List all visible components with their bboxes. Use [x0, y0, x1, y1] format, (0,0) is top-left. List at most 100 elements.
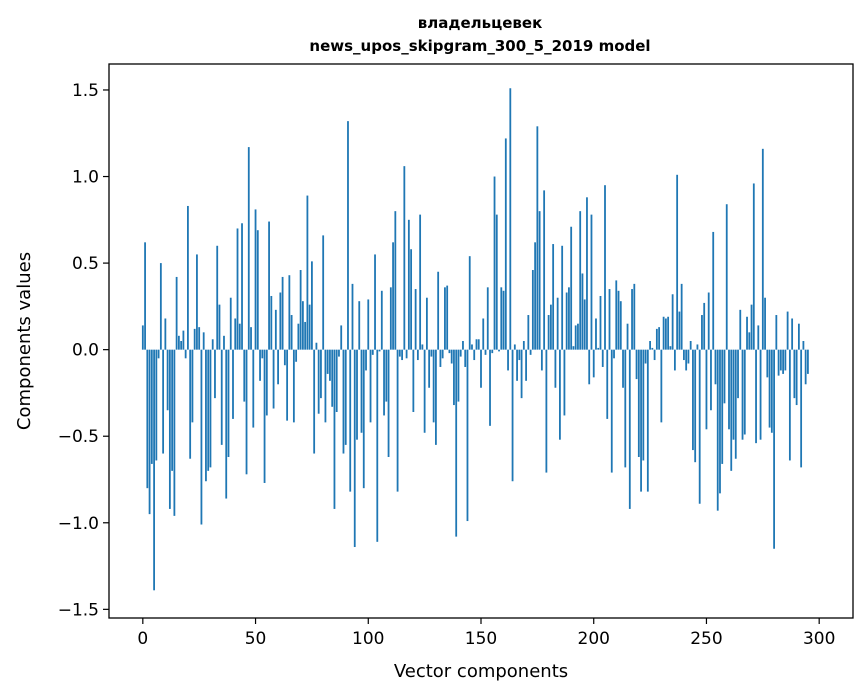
bar	[485, 350, 487, 355]
bar	[543, 190, 545, 349]
bar	[636, 350, 638, 379]
bar	[593, 350, 595, 378]
bar	[476, 339, 478, 349]
bar	[155, 350, 157, 461]
bar	[478, 339, 480, 349]
bar	[282, 277, 284, 350]
bar	[225, 350, 227, 499]
bar	[144, 242, 146, 349]
bar	[548, 315, 550, 350]
y-tick-label: −1.5	[58, 600, 99, 620]
bar	[239, 324, 241, 350]
bar	[737, 350, 739, 398]
bar	[706, 350, 708, 430]
bar	[151, 350, 153, 464]
bar	[246, 350, 248, 475]
bar	[307, 196, 309, 350]
bar	[748, 332, 750, 349]
bar	[372, 350, 374, 355]
bar	[782, 350, 784, 374]
bar	[295, 350, 297, 362]
bar	[613, 350, 615, 359]
y-tick-label: −1.0	[58, 514, 99, 534]
bar	[410, 249, 412, 349]
bar	[223, 336, 225, 350]
bar	[340, 325, 342, 349]
bar	[336, 350, 338, 412]
bar	[164, 318, 166, 349]
bar	[521, 350, 523, 398]
bar	[503, 291, 505, 350]
bar	[509, 88, 511, 349]
x-tick-label: 250	[690, 629, 722, 649]
bar	[557, 298, 559, 350]
bar	[536, 126, 538, 349]
bar	[412, 350, 414, 412]
bar	[228, 350, 230, 457]
bar	[173, 350, 175, 516]
bar	[431, 350, 433, 357]
bar	[744, 350, 746, 435]
bar	[300, 270, 302, 350]
bar	[185, 350, 187, 359]
bar	[505, 138, 507, 349]
bar	[726, 204, 728, 349]
bar	[394, 211, 396, 350]
bar	[309, 305, 311, 350]
bar	[512, 350, 514, 482]
bar	[426, 298, 428, 350]
bar	[160, 263, 162, 350]
bar	[316, 343, 318, 350]
bar	[473, 350, 475, 360]
bar	[579, 211, 581, 350]
bar	[703, 303, 705, 350]
bar-chart: владельцевек news_upos_skipgram_300_5_20…	[0, 0, 867, 696]
bar	[602, 350, 604, 367]
bar	[354, 350, 356, 547]
bar	[518, 350, 520, 360]
bar	[367, 299, 369, 349]
bar	[561, 246, 563, 350]
bar	[401, 350, 403, 360]
bar	[582, 273, 584, 349]
bar	[322, 235, 324, 349]
bar	[753, 183, 755, 349]
bar	[778, 350, 780, 376]
bar	[539, 211, 541, 350]
bar	[624, 350, 626, 468]
bar	[198, 327, 200, 350]
bar	[692, 350, 694, 450]
bar	[286, 350, 288, 421]
x-axis-label: Vector components	[394, 661, 568, 682]
bar	[252, 350, 254, 428]
bar	[149, 350, 151, 514]
bar	[293, 350, 295, 423]
bar	[701, 315, 703, 350]
bar	[248, 147, 250, 350]
bar	[620, 301, 622, 349]
bar	[573, 346, 575, 349]
bar	[568, 287, 570, 349]
chart-title: владельцевек	[418, 14, 543, 32]
bar	[730, 350, 732, 471]
bar	[381, 291, 383, 350]
bar	[325, 350, 327, 423]
bar	[500, 287, 502, 349]
bar	[793, 350, 795, 398]
bar	[627, 324, 629, 350]
bar	[219, 305, 221, 350]
bar	[742, 350, 744, 440]
bar	[771, 350, 773, 433]
x-tick-label: 100	[352, 629, 384, 649]
bar	[345, 350, 347, 445]
bar	[201, 350, 203, 525]
bar	[442, 350, 444, 359]
bar	[672, 294, 674, 349]
bar	[766, 350, 768, 378]
bar	[570, 227, 572, 350]
bar	[739, 310, 741, 350]
bar	[480, 350, 482, 388]
bar	[534, 242, 536, 349]
bar	[545, 350, 547, 473]
bar	[651, 348, 653, 350]
